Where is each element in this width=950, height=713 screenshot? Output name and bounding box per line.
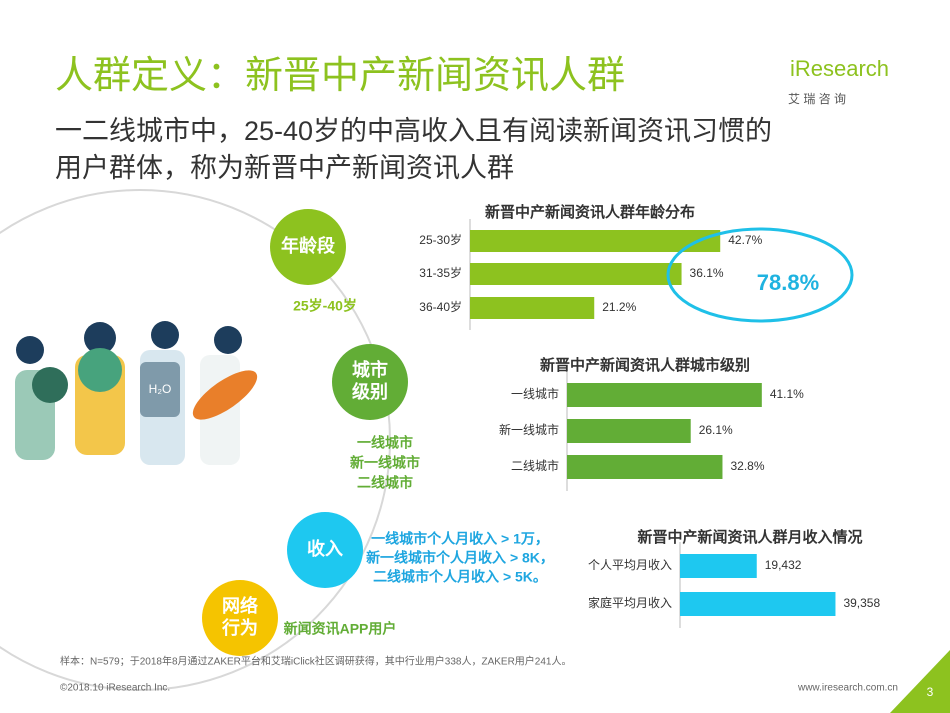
category-label: 31-35岁 [419,265,462,280]
dimension-detail: 新一线城市个人月收入 > 8K， [366,550,554,566]
dimension-detail: 一线城市个人月收入 > 1万， [371,531,549,547]
bar [680,592,836,616]
value-label: 26.1% [699,423,733,437]
dimension-bubble [270,209,346,285]
value-label: 32.8% [730,459,764,473]
dimension-detail: 二线城市个人月收入 > 5K。 [373,569,547,585]
dimension-detail: 二线城市 [357,475,413,491]
value-label: 41.1% [770,387,804,401]
dimension-detail: 新一线城市 [350,455,420,471]
bar [470,297,595,319]
dimension-label: 级别 [352,381,388,402]
dimension-bubble [202,580,278,656]
chart-title: 新晋中产新闻资讯人群年龄分布 [485,203,695,221]
corner-decor [890,650,950,713]
svg-text:H₂O: H₂O [149,382,172,396]
dimension-detail: 新闻资讯APP用户 [284,621,397,637]
category-label: 个人平均月收入 [588,558,672,572]
dimension-label: 网络 [222,595,258,616]
decor-circle [0,189,391,691]
category-label: 25-30岁 [419,232,462,247]
category-label: 36-40岁 [419,299,462,314]
logo: iResearch [790,56,889,81]
bar [470,230,721,252]
dimension-label: 行为 [221,617,258,638]
highlight-ellipse [666,227,854,323]
dimension-label: 收入 [307,538,343,559]
category-label: 新一线城市 [499,422,559,437]
url: www.iresearch.com.cn [797,683,898,694]
value-label: 21.2% [602,300,636,314]
category-label: 二线城市 [511,458,559,473]
people-illustration: H₂O [15,321,258,465]
dimension-bubble [332,344,408,420]
subtitle-line: 一二线城市中，25-40岁的中高收入且有阅读新闻资讯习惯的 [55,116,772,146]
chart-title: 新晋中产新闻资讯人群城市级别 [540,356,750,374]
value-label: 36.1% [690,266,724,280]
category-label: 家庭平均月收入 [588,595,672,610]
bar [470,263,682,285]
annotation: 78.8% [757,270,819,295]
bar [567,455,723,479]
dimension-detail: 一线城市 [357,435,413,451]
footnote: 样本：N=579；于2018年8月通过ZAKER平台和艾瑞iClick社区调研获… [60,655,572,668]
dimension-detail: 25岁-40岁 [293,298,357,314]
dimension-label: 年龄段 [281,235,336,256]
bar [567,383,762,407]
page-number: 3 [927,685,934,699]
value-label: 39,358 [843,596,880,610]
bar [680,554,757,578]
bar [567,419,691,443]
value-label: 19,432 [765,558,802,572]
dimension-label: 城市 [352,359,388,380]
copyright: ©2018.10 iResearch Inc. [60,683,170,694]
slide-title: 人群定义：新晋中产新闻资讯人群 [55,55,625,97]
subtitle-line: 用户群体，称为新晋中产新闻资讯人群 [55,153,514,183]
dimension-bubble [287,512,363,588]
category-label: 一线城市 [511,386,559,401]
chart-title: 新晋中产新闻资讯人群月收入情况 [637,528,862,546]
logo-sub: 艾 瑞 咨 询 [788,91,846,106]
value-label: 42.7% [728,233,762,247]
